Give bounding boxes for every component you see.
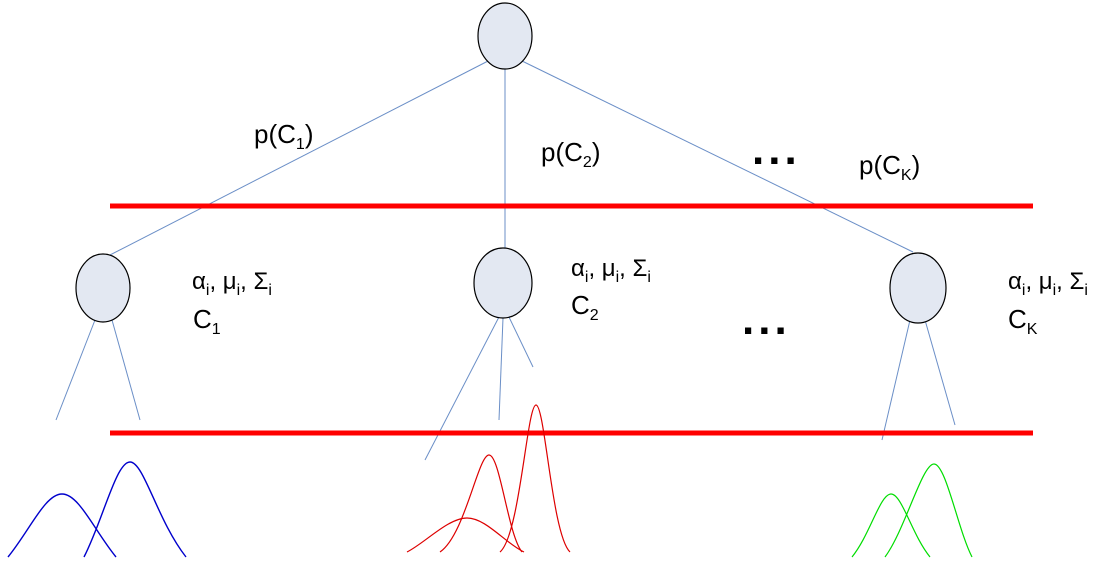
gaussian-c2-3 [499, 404, 571, 553]
gaussians-ck [851, 463, 973, 558]
edge-root-c1 [109, 59, 491, 256]
root-edges [109, 59, 914, 256]
edge-c2-c [507, 314, 534, 368]
component-edges [55, 314, 956, 461]
edge-ck-left [881, 319, 911, 441]
params-c1: αi, μi, Σi [192, 268, 272, 299]
gaussian-c1-1 [7, 493, 117, 558]
edge-label-c2: p(C2) [541, 137, 601, 171]
edge-c2-b [498, 317, 504, 421]
edge-c1-left [55, 319, 96, 421]
root-node [477, 2, 533, 70]
gaussians-c1 [7, 461, 187, 558]
class-node-c1 [75, 253, 131, 323]
class-label-c1: C1 [193, 304, 221, 338]
gaussian-ck-1 [851, 493, 931, 558]
params-c2: αi, μi, Σi [571, 255, 651, 286]
edge-ck-right [924, 319, 956, 426]
class-node-ck [889, 252, 947, 324]
edge-c1-right [111, 319, 141, 421]
class-label-ck: CK [1008, 304, 1038, 338]
edge-label-ck: p(CK) [859, 150, 921, 184]
edge-root-ck [519, 59, 914, 253]
class-node-c2 [473, 247, 533, 319]
gaussians-c2 [406, 404, 571, 553]
gaussian-c2-2 [439, 454, 523, 553]
gaussian-c2-1 [406, 517, 525, 553]
params-ck: αi, μi, Σi [1008, 268, 1088, 299]
ellipsis-nodes: ... [742, 295, 791, 344]
edge-c2-a [424, 314, 501, 461]
class-label-c2: C2 [571, 290, 599, 324]
ellipsis-edges: ... [752, 125, 801, 174]
gaussian-c1-2 [83, 461, 187, 558]
edge-label-c1: p(C1) [254, 119, 314, 153]
gaussian-ck-2 [884, 463, 973, 558]
